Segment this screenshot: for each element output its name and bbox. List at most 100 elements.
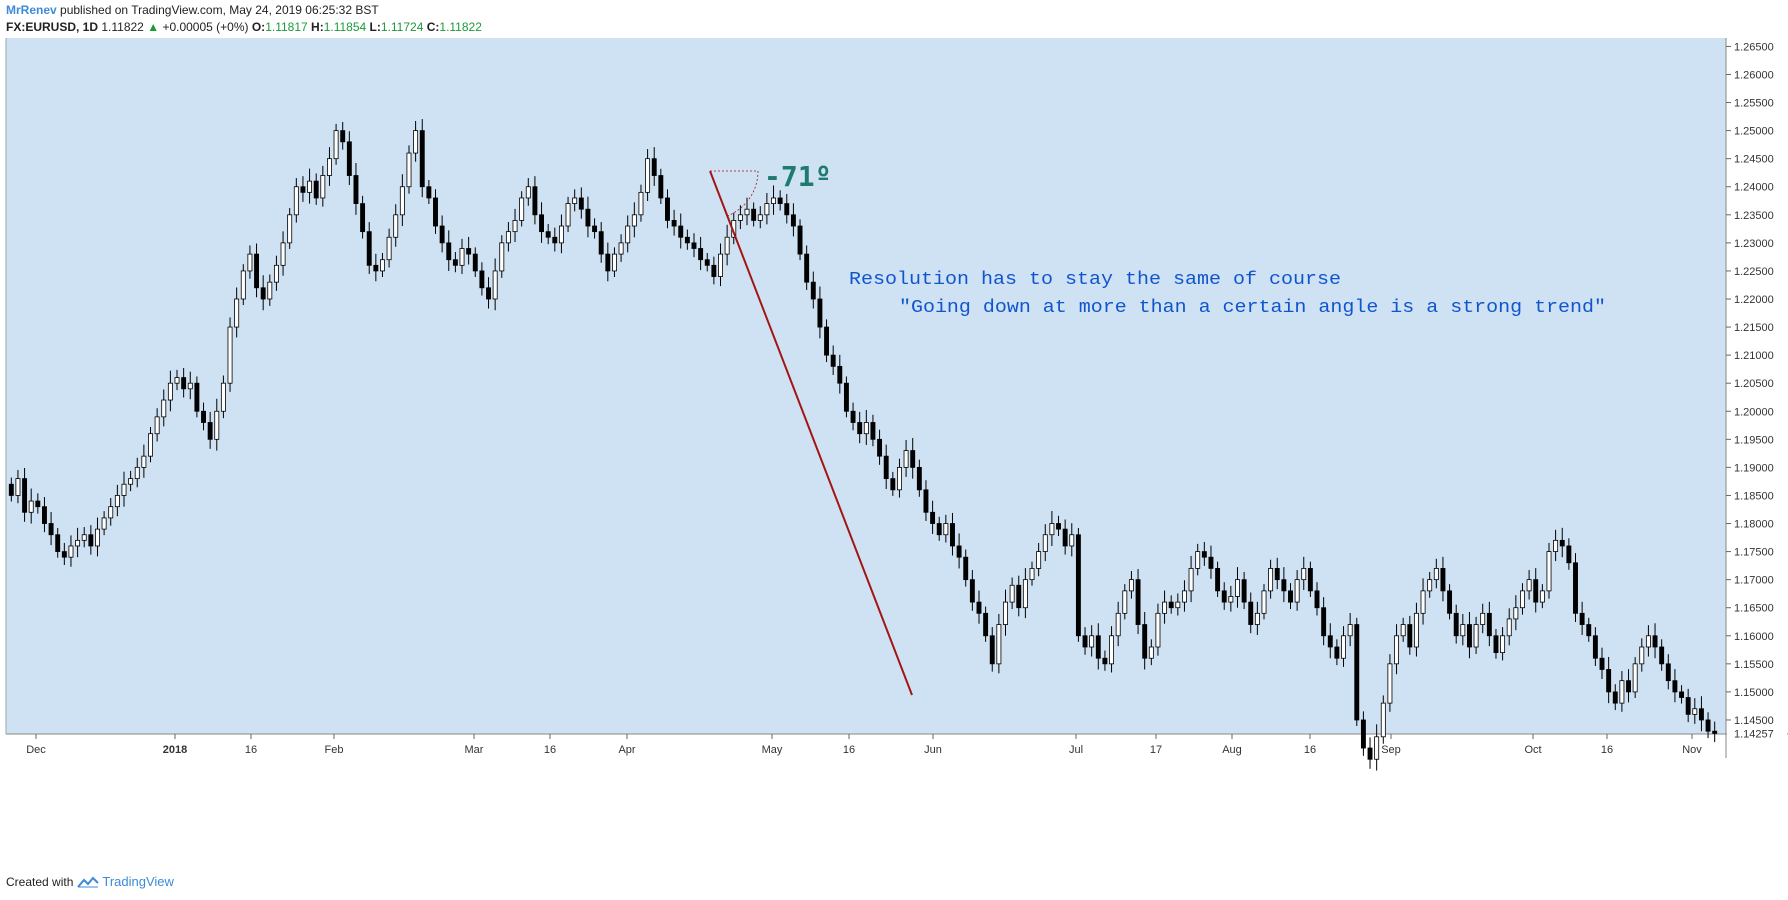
note-line-1: Resolution has to stay the same of cours… bbox=[849, 270, 1341, 290]
candle-body bbox=[486, 287, 491, 300]
candle-body bbox=[353, 175, 359, 204]
candle-body bbox=[300, 186, 306, 193]
candle-body bbox=[1645, 635, 1651, 648]
candle-body bbox=[1042, 534, 1048, 552]
candle-body bbox=[618, 242, 624, 255]
candle-body bbox=[1632, 663, 1638, 693]
last-price: 1.11822 bbox=[101, 20, 144, 34]
candle-body bbox=[830, 354, 836, 367]
time-tick-label: 16 bbox=[843, 744, 855, 756]
candle-body bbox=[598, 231, 604, 255]
candle-body bbox=[916, 466, 922, 491]
candle-body bbox=[240, 270, 246, 300]
publish-info: MrRenev published on TradingView.com, Ma… bbox=[6, 3, 379, 17]
candle-body bbox=[1400, 624, 1406, 637]
candle-body bbox=[413, 130, 419, 154]
candle-body bbox=[1612, 691, 1618, 704]
candle-body bbox=[1665, 663, 1671, 682]
author-name[interactable]: MrRenev bbox=[6, 3, 57, 17]
candles-group bbox=[8, 119, 1718, 771]
candle-body bbox=[837, 365, 843, 384]
candle-body bbox=[68, 545, 74, 558]
candle-body bbox=[1128, 579, 1134, 592]
candle-body bbox=[1082, 635, 1088, 648]
publish-text: published on TradingView.com, May 24, 20… bbox=[60, 3, 379, 17]
candle-body bbox=[1473, 624, 1479, 648]
candle-body bbox=[1705, 719, 1711, 732]
high-label: H: bbox=[311, 20, 324, 34]
candle-body bbox=[638, 191, 644, 216]
candle-body bbox=[1360, 719, 1366, 749]
tradingview-link[interactable]: TradingView bbox=[77, 874, 174, 889]
candle-body bbox=[678, 225, 684, 238]
time-tick-label: Dec bbox=[26, 744, 46, 756]
price-tick-label: 1.21000 bbox=[1734, 350, 1774, 362]
candle-body bbox=[718, 253, 723, 277]
candle-body bbox=[1268, 568, 1274, 592]
candle-body bbox=[1433, 568, 1439, 581]
candle-body bbox=[790, 214, 796, 227]
time-tick-label: Apr bbox=[618, 744, 635, 756]
candle-body bbox=[910, 450, 916, 468]
time-tick-label: May bbox=[762, 744, 783, 756]
candle-body bbox=[1533, 579, 1539, 603]
candle-body bbox=[1354, 624, 1360, 721]
price-tick-label: 1.23000 bbox=[1734, 238, 1774, 250]
close-value: 1.11822 bbox=[439, 20, 482, 34]
candle-body bbox=[1592, 635, 1598, 659]
candle-body bbox=[61, 551, 67, 558]
candle-body bbox=[1248, 601, 1254, 625]
candle-body bbox=[1122, 590, 1128, 614]
price-scale-background[interactable] bbox=[1726, 38, 1788, 734]
candle-body bbox=[1069, 534, 1075, 547]
candle-body bbox=[1427, 579, 1433, 592]
time-tick-label: Oct bbox=[1524, 744, 1541, 756]
candle-body bbox=[1480, 612, 1486, 625]
candle-body bbox=[1221, 590, 1227, 603]
candle-body bbox=[804, 253, 810, 283]
candle-body bbox=[141, 455, 147, 468]
candle-body bbox=[684, 236, 690, 244]
candle-body bbox=[234, 298, 240, 328]
candle-body bbox=[1546, 551, 1552, 592]
candle-body bbox=[877, 438, 883, 457]
candle-body bbox=[1341, 635, 1346, 659]
candle-body bbox=[75, 539, 81, 547]
candle-body bbox=[393, 214, 399, 238]
price-chart[interactable]: 1.26500 1.26000 1.25500 1.25000 1.24500 1.240… bbox=[0, 38, 1788, 872]
time-tick-label: Jun bbox=[924, 744, 942, 756]
candle-body bbox=[1566, 545, 1572, 564]
tradingview-logo-icon bbox=[77, 876, 100, 888]
candle-body bbox=[452, 259, 458, 266]
candle-body bbox=[22, 478, 28, 513]
price-tick-label: 1.16500 bbox=[1734, 603, 1774, 615]
price-tick-label: 1.19000 bbox=[1734, 462, 1774, 474]
candle-body bbox=[1261, 590, 1267, 614]
candle-body bbox=[207, 422, 213, 440]
candle-body bbox=[459, 248, 465, 266]
candle-body bbox=[1394, 635, 1400, 665]
candle-body bbox=[1692, 708, 1698, 715]
candle-body bbox=[930, 511, 936, 524]
candle-body bbox=[399, 186, 405, 216]
candle-body bbox=[1526, 579, 1532, 592]
price-tick-label: 1.14500 bbox=[1734, 715, 1774, 727]
candle-body bbox=[1513, 607, 1519, 620]
candle-body bbox=[280, 242, 286, 266]
candle-body bbox=[1281, 579, 1287, 592]
candle-body bbox=[1420, 590, 1426, 614]
candle-body bbox=[1109, 635, 1115, 665]
candle-body bbox=[134, 466, 140, 480]
candle-body bbox=[883, 455, 889, 480]
candle-body bbox=[220, 382, 226, 412]
candle-body bbox=[505, 231, 511, 244]
trend-line[interactable] bbox=[709, 170, 913, 696]
candle-body bbox=[691, 242, 697, 249]
price-tick-label: 1.17500 bbox=[1734, 547, 1774, 559]
candle-body bbox=[896, 466, 902, 491]
candle-body bbox=[512, 220, 518, 233]
candle-body bbox=[273, 264, 279, 283]
time-tick-label: Aug bbox=[1222, 744, 1242, 756]
candle-body bbox=[969, 579, 975, 603]
candle-body bbox=[101, 517, 107, 530]
